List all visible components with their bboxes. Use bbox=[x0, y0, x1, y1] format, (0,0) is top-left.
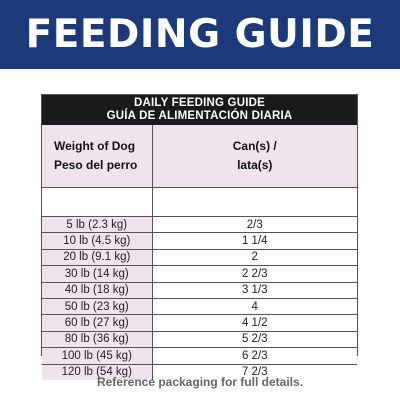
cans-cell: 4 1/2 bbox=[152, 314, 357, 332]
guide-heading: DAILY FEEDING GUIDE GUÍA DE ALIMENTACIÓN… bbox=[42, 95, 357, 125]
header-banner: FEEDING GUIDE bbox=[0, 0, 400, 69]
cans-cell: 3 1/3 bbox=[152, 282, 357, 299]
weight-cell: 80 lb (36 kg) bbox=[42, 331, 153, 349]
column-header-row: Weight of Dog Peso del perro Can(s) / la… bbox=[42, 125, 357, 188]
guide-heading-spanish: GUÍA DE ALIMENTACIÓN DIARIA bbox=[106, 110, 293, 122]
cans-cell: 7 2/3 bbox=[152, 364, 357, 380]
cans-header-line2: lata(s) bbox=[237, 158, 273, 172]
cans-cell: 1 1/4 bbox=[152, 232, 357, 250]
weight-column-header: Weight of Dog Peso del perro bbox=[42, 125, 153, 188]
weight-cell: 50 lb (23 kg) bbox=[42, 298, 153, 316]
table-row: 30 lb (14 kg) 2 2/3 bbox=[42, 265, 357, 283]
table-row: 10 lb (4.5 kg) 1 1/4 bbox=[42, 232, 357, 250]
table-row: 60 lb (27 kg) 4 1/2 bbox=[42, 314, 357, 332]
cans-column-header: Can(s) / lata(s) bbox=[152, 125, 357, 188]
page-title: FEEDING GUIDE bbox=[25, 12, 375, 57]
weight-header-spanish: Peso del perro bbox=[54, 158, 138, 172]
spacer-cell bbox=[42, 187, 153, 217]
cans-header-line1: Can(s) / bbox=[232, 139, 277, 153]
table-row: 40 lb (18 kg) 3 1/3 bbox=[42, 282, 357, 299]
cans-cell: 2/3 bbox=[152, 216, 357, 234]
weight-cell: 30 lb (14 kg) bbox=[42, 265, 153, 283]
table-row: 5 lb (2.3 kg) 2/3 bbox=[42, 216, 357, 234]
cans-cell: 5 2/3 bbox=[152, 331, 357, 349]
table-row: 50 lb (23 kg) 4 bbox=[42, 298, 357, 316]
weight-cell: 120 lb (54 kg) bbox=[42, 364, 153, 380]
cans-cell: 2 2/3 bbox=[152, 265, 357, 283]
weight-cell: 10 lb (4.5 kg) bbox=[42, 232, 153, 250]
feeding-guide-table: DAILY FEEDING GUIDE GUÍA DE ALIMENTACIÓN… bbox=[41, 94, 358, 380]
weight-cell: 100 lb (45 kg) bbox=[42, 347, 153, 365]
cans-cell: 6 2/3 bbox=[152, 347, 357, 365]
weight-cell: 5 lb (2.3 kg) bbox=[42, 216, 153, 234]
guide-heading-english: DAILY FEEDING GUIDE bbox=[134, 97, 265, 109]
table-row: 120 lb (54 kg) 7 2/3 bbox=[42, 364, 357, 380]
table-row: 100 lb (45 kg) 6 2/3 bbox=[42, 347, 357, 365]
weight-cell: 20 lb (9.1 kg) bbox=[42, 249, 153, 267]
table-row: 20 lb (9.1 kg) 2 bbox=[42, 249, 357, 267]
cans-cell: 2 bbox=[152, 249, 357, 267]
guide-grid: Weight of Dog Peso del perro Can(s) / la… bbox=[42, 125, 357, 380]
weight-cell: 60 lb (27 kg) bbox=[42, 314, 153, 332]
weight-header-english: Weight of Dog bbox=[54, 139, 136, 153]
spacer-row bbox=[42, 187, 357, 217]
table-row: 80 lb (36 kg) 5 2/3 bbox=[42, 331, 357, 349]
spacer-cell bbox=[152, 187, 357, 217]
weight-cell: 40 lb (18 kg) bbox=[42, 282, 153, 299]
footnote: Reference packaging for full details. bbox=[96, 375, 304, 389]
cans-cell: 4 bbox=[152, 298, 357, 316]
